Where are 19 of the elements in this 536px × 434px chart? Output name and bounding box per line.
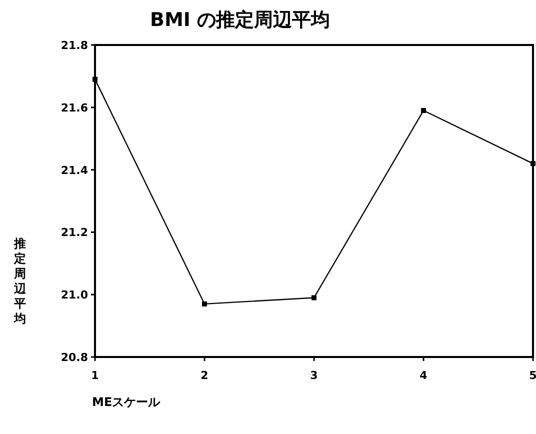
- y-tick-label: 21.2: [60, 226, 88, 240]
- point: [421, 108, 426, 114]
- y-tick-label: 21.8: [60, 39, 88, 52]
- x-tick-label: 2: [200, 369, 208, 382]
- y-axis-title: 推定周辺平均: [13, 236, 27, 326]
- point: [530, 161, 536, 166]
- point: [312, 295, 316, 300]
- x-axis-title: MEスケール: [92, 395, 162, 409]
- y-tick-label: 21.6: [60, 101, 88, 114]
- x-tick-label: 4: [420, 369, 428, 382]
- point: [202, 301, 207, 306]
- point: [92, 76, 98, 82]
- x-tick-label: 3: [310, 369, 318, 382]
- chart-title: BMI の推定周辺平均: [150, 9, 330, 31]
- x-tick-label: 1: [91, 369, 99, 382]
- y-tick-label: 21.4: [60, 164, 88, 177]
- y-tick-label: 20.8: [60, 351, 88, 364]
- y-tick-label: 21.0: [60, 288, 88, 302]
- x-tick-label: 5: [529, 369, 536, 382]
